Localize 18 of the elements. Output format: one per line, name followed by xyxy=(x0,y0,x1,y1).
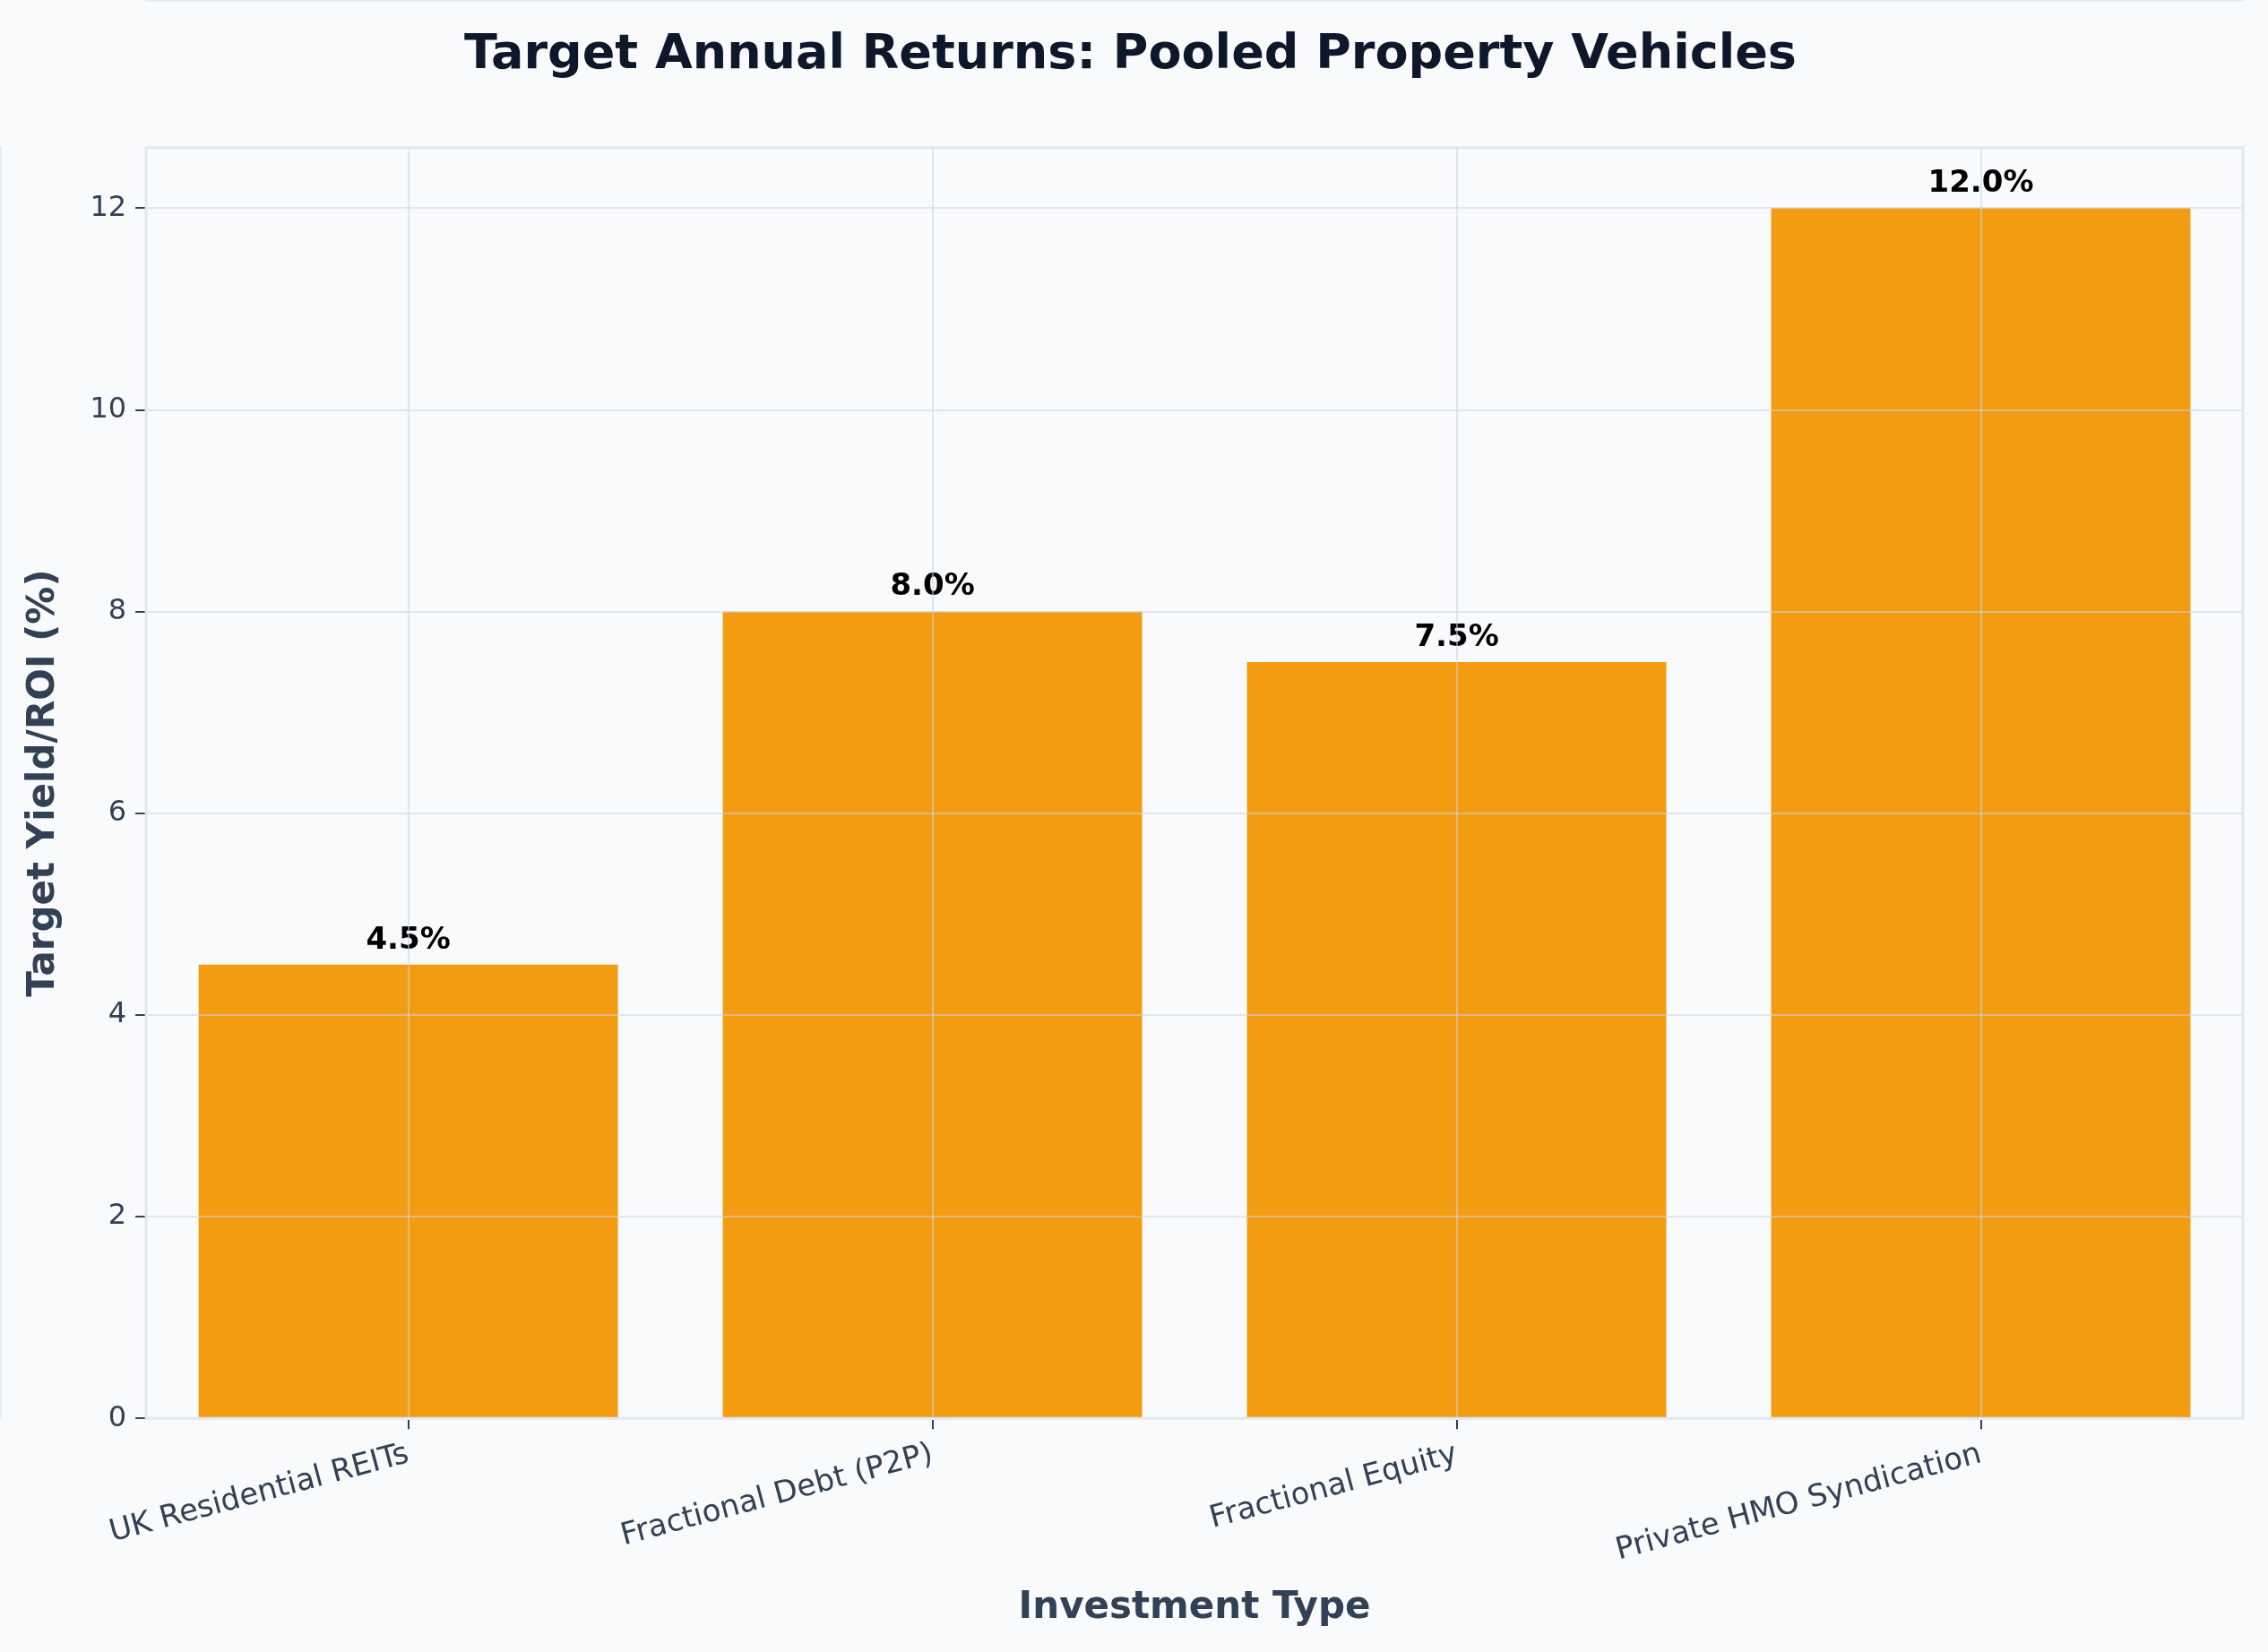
bar xyxy=(1246,661,1667,1418)
data-label: 8.0% xyxy=(890,566,975,603)
y-tick-label: 8 xyxy=(108,591,127,626)
y-tick-label: 2 xyxy=(108,1197,127,1232)
data-label: 12.0% xyxy=(1927,163,2034,200)
bar xyxy=(722,611,1143,1418)
bar xyxy=(198,964,618,1418)
y-tick-label: 0 xyxy=(108,1398,127,1433)
y-tick-label: 12 xyxy=(90,188,127,223)
data-label: 7.5% xyxy=(1414,616,1499,653)
y-tick-label: 6 xyxy=(108,794,127,829)
y-tick-label: 4 xyxy=(108,995,127,1030)
chart-title: Target Annual Returns: Pooled Property Vehicles xyxy=(464,23,1797,81)
data-label: 4.5% xyxy=(366,919,451,956)
y-tick-label: 10 xyxy=(90,390,127,425)
bar xyxy=(1771,208,2191,1418)
y-axis-title: Target Yield/ROI (%) xyxy=(19,569,64,997)
x-axis-title: Investment Type xyxy=(1018,1582,1371,1627)
